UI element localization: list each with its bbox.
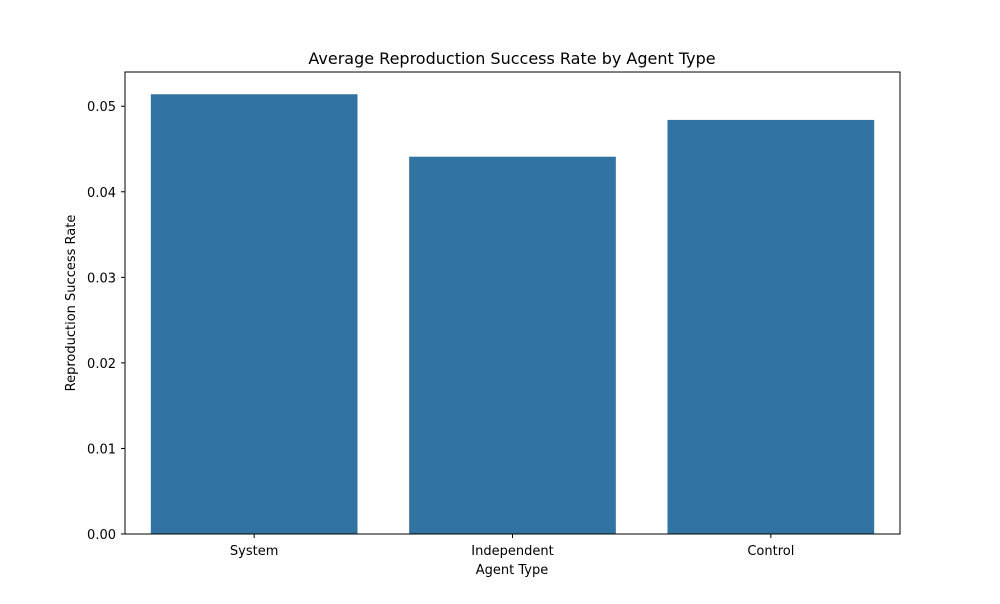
plot-frame (124, 71, 901, 535)
y-axis-label: Reproduction Success Rate (64, 215, 79, 392)
y-tick-label: 0.00 (87, 528, 116, 543)
y-tick-label: 0.03 (87, 271, 116, 286)
bar-independent (409, 156, 616, 534)
x-axis-label: Agent Type (476, 563, 548, 578)
chart-title: Average Reproduction Success Rate by Age… (308, 49, 715, 68)
x-axis-ticks: System Independent Control (230, 534, 794, 559)
x-tick-label: Control (747, 544, 794, 559)
y-axis-ticks: 0.00 0.01 0.02 0.03 0.04 0.05 (87, 100, 125, 543)
bar-control (667, 119, 875, 535)
y-tick-label: 0.05 (87, 100, 116, 115)
bar-system (150, 94, 358, 534)
y-tick-label: 0.01 (87, 442, 116, 457)
x-tick-label: Independent (471, 544, 553, 559)
x-tick-label: System (230, 544, 278, 559)
y-tick-label: 0.02 (87, 357, 116, 372)
bars-layer (150, 94, 875, 535)
y-tick-label: 0.04 (87, 186, 116, 201)
